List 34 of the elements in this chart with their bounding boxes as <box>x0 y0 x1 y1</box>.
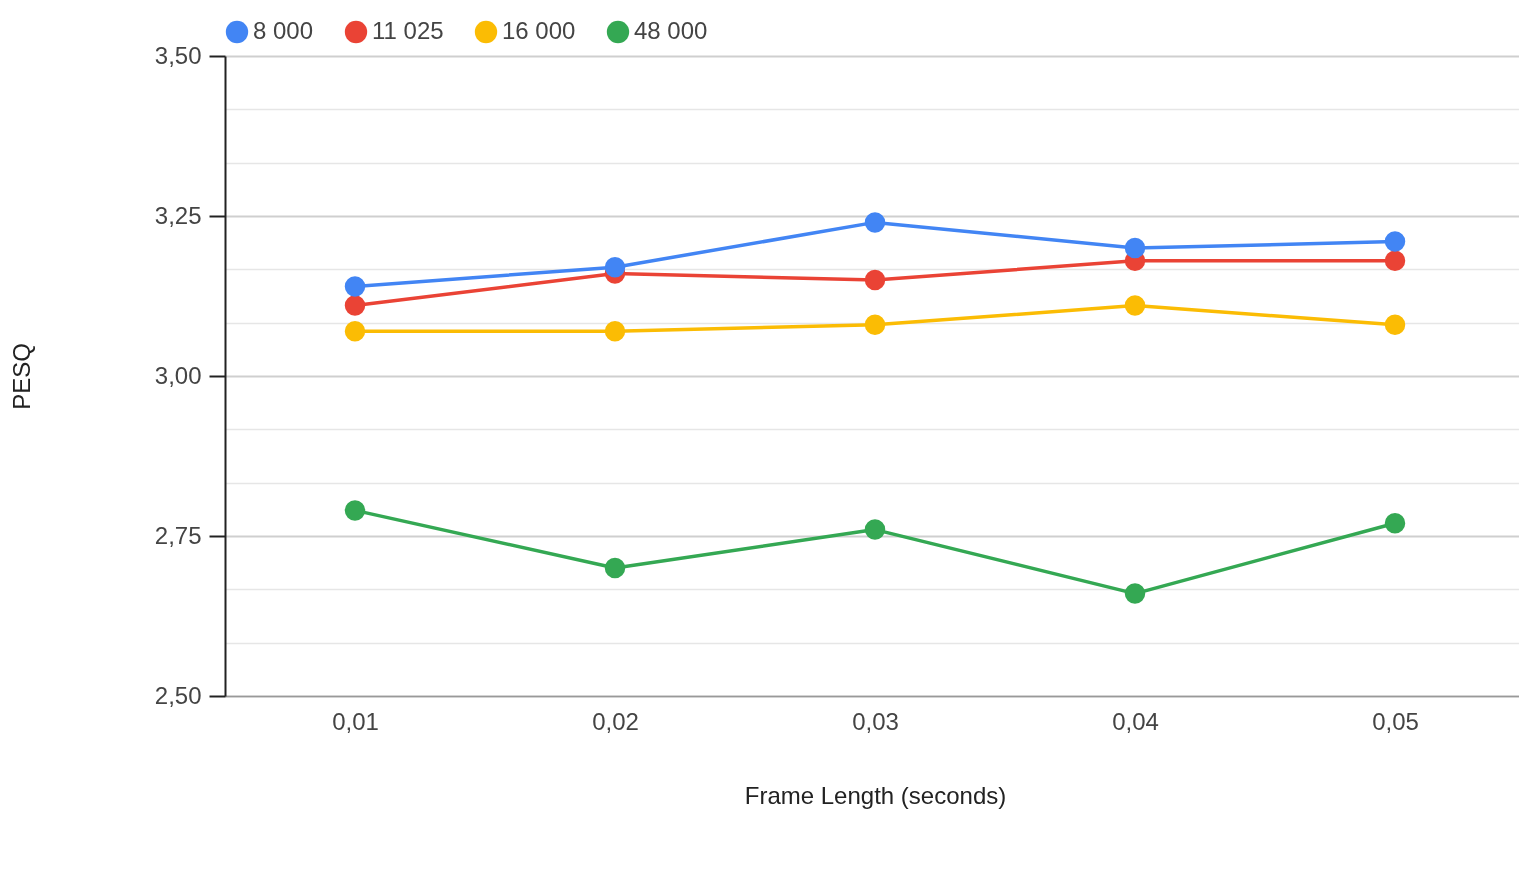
point <box>864 314 886 336</box>
legend-label: 11 025 <box>372 17 444 44</box>
point <box>1124 237 1146 259</box>
point <box>344 500 366 521</box>
x-tick-label: 0,02 <box>592 707 639 735</box>
point <box>864 212 886 233</box>
point <box>1124 583 1146 604</box>
legend-label: 48 000 <box>634 17 708 44</box>
point <box>1384 314 1406 336</box>
x-tick-label: 0,05 <box>1372 707 1419 735</box>
x-tick-label: 0,04 <box>1112 707 1159 735</box>
point <box>344 295 366 316</box>
y-tick-label: 3,50 <box>154 41 202 69</box>
y-tick-label: 3,25 <box>154 201 202 229</box>
legend-label: 8 000 <box>253 17 314 44</box>
point <box>1384 512 1406 534</box>
x-axis-title: Frame Length (seconds) <box>744 781 1007 809</box>
y-tick-label: 2,75 <box>154 521 202 549</box>
point <box>604 320 626 342</box>
x-tick-label: 0,01 <box>332 707 379 735</box>
point <box>864 519 886 540</box>
point <box>1384 231 1406 252</box>
y-tick-label: 3,00 <box>154 361 202 389</box>
y-tick-label: 2,50 <box>154 681 202 709</box>
point <box>864 269 886 291</box>
point <box>344 276 366 297</box>
y-axis-title: PESQ <box>7 343 35 410</box>
legend-label: 16 000 <box>502 17 576 44</box>
x-tick-label: 0,03 <box>852 707 899 735</box>
point <box>1124 295 1146 316</box>
point <box>604 557 626 579</box>
point <box>344 320 366 342</box>
point <box>604 256 626 278</box>
point <box>1384 250 1406 272</box>
